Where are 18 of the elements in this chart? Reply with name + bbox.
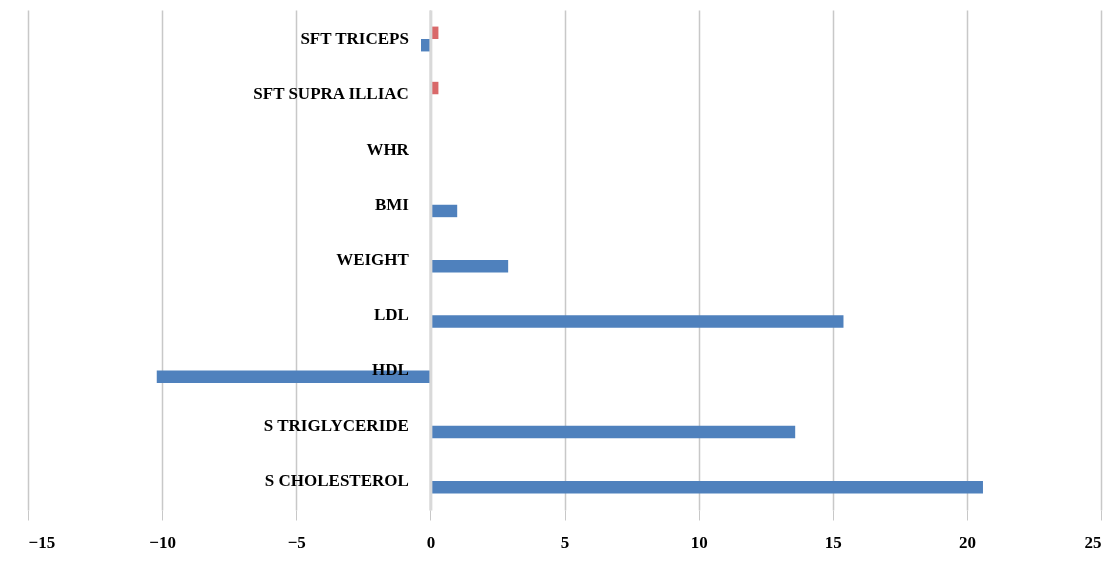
x-tick-label: −15 (28, 532, 56, 552)
x-tick-label: −5 (287, 532, 306, 552)
x-tick-label: −10 (149, 532, 176, 552)
x-tick-label: 5 (560, 532, 570, 552)
x-tick-label: 15 (824, 532, 842, 552)
y-tick-label: S CHOLESTEROL (264, 470, 409, 490)
y-tick-label: BMI (374, 194, 410, 214)
y-tick-label: WEIGHT (336, 250, 410, 269)
y-tick-label: SFT SUPRA ILLIAC (253, 84, 409, 104)
x-tick-label: 0 (426, 532, 436, 552)
y-tick-label: S TRIGLYCERIDE (263, 415, 409, 435)
y-tick-label: HDL (372, 360, 409, 380)
y-tick-label: SFT TRICEPS (300, 29, 409, 49)
x-tick-label: 25 (1084, 532, 1102, 552)
y-tick-label: WHR (366, 139, 410, 159)
x-tick-label: 20 (958, 532, 976, 552)
x-tick-label: 10 (690, 532, 708, 552)
y-tick-label: LDL (373, 305, 409, 325)
